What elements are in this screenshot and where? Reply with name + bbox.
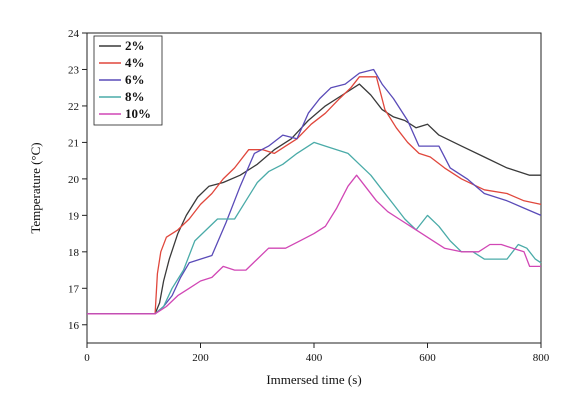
legend-label: 4%: [125, 55, 145, 70]
legend-label: 6%: [125, 72, 145, 87]
legend-label: 2%: [125, 38, 145, 53]
legend: 2% 4% 6% 8% 10%: [93, 35, 163, 126]
y-tick-label: 22: [68, 101, 79, 113]
series-line-6pct: [87, 68, 542, 315]
axis-ticks: 0 200 400 600 800 16 17 18 19 20 21 22 23 24: [68, 28, 550, 364]
series-line-4pct: [87, 76, 542, 315]
y-tick-label: 23: [68, 64, 80, 76]
y-tick-label: 19: [68, 210, 80, 222]
x-axis-title: Immersed time (s): [266, 372, 361, 387]
series-line-8pct: [87, 141, 542, 315]
x-tick-label: 600: [419, 352, 436, 364]
x-tick-label: 800: [533, 352, 550, 364]
y-tick-label: 24: [68, 28, 80, 40]
y-tick-label: 16: [68, 320, 80, 332]
series-line-2pct: [87, 83, 541, 315]
series-line-10pct: [87, 174, 541, 315]
y-tick-label: 20: [68, 174, 80, 186]
legend-label: 8%: [125, 89, 145, 104]
y-tick-label: 17: [68, 283, 80, 295]
series-layer: [87, 68, 542, 315]
y-tick-label: 21: [68, 137, 79, 149]
y-axis-title: Temperature (°C): [28, 142, 43, 233]
x-tick-label: 400: [306, 352, 323, 364]
y-tick-label: 18: [68, 247, 80, 259]
legend-label: 10%: [125, 106, 151, 121]
x-tick-label: 0: [84, 352, 90, 364]
x-tick-label: 200: [192, 352, 209, 364]
